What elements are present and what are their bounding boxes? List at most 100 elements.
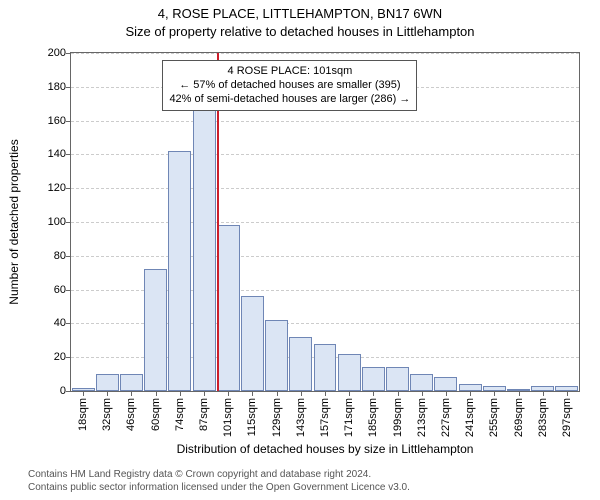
y-tick-mark <box>66 357 70 358</box>
y-tick-label: 120 <box>36 182 66 194</box>
gridline <box>71 53 579 54</box>
x-tick-mark <box>83 392 84 396</box>
histogram-bar <box>555 386 578 391</box>
histogram-bar <box>217 225 240 391</box>
gridline <box>71 323 579 324</box>
x-tick-label: 297sqm <box>561 398 573 437</box>
histogram-bar <box>507 389 530 391</box>
x-tick-label: 60sqm <box>150 398 162 431</box>
gridline <box>71 121 579 122</box>
gridline <box>71 256 579 257</box>
x-tick-mark <box>446 392 447 396</box>
y-tick-label: 140 <box>36 148 66 160</box>
y-tick-label: 40 <box>36 317 66 329</box>
histogram-bar <box>338 354 361 391</box>
x-tick-label: 143sqm <box>295 398 307 437</box>
x-axis-label: Distribution of detached houses by size … <box>70 442 580 456</box>
x-tick-label: 241sqm <box>464 398 476 437</box>
gridline <box>71 222 579 223</box>
histogram-bar <box>265 320 288 391</box>
annotation-line2: ← 57% of detached houses are smaller (39… <box>169 78 410 92</box>
y-tick-mark <box>66 53 70 54</box>
y-tick-mark <box>66 290 70 291</box>
x-tick-mark <box>252 392 253 396</box>
x-tick-mark <box>470 392 471 396</box>
annotation-box: 4 ROSE PLACE: 101sqm ← 57% of detached h… <box>162 60 417 111</box>
x-tick-label: 101sqm <box>222 398 234 437</box>
x-tick-label: 129sqm <box>271 398 283 437</box>
x-tick-label: 283sqm <box>537 398 549 437</box>
x-tick-label: 87sqm <box>198 398 210 431</box>
x-tick-mark <box>107 392 108 396</box>
gridline <box>71 357 579 358</box>
x-tick-mark <box>494 392 495 396</box>
histogram-bar <box>96 374 119 391</box>
histogram-bar <box>483 386 506 391</box>
y-tick-label: 60 <box>36 284 66 296</box>
x-tick-mark <box>373 392 374 396</box>
x-tick-label: 18sqm <box>77 398 89 431</box>
y-tick-mark <box>66 323 70 324</box>
histogram-bar <box>531 386 554 391</box>
histogram-bar <box>168 151 191 391</box>
footnote: Contains HM Land Registry data © Crown c… <box>28 469 410 494</box>
y-tick-label: 20 <box>36 351 66 363</box>
x-tick-label: 157sqm <box>319 398 331 437</box>
annotation-line1: 4 ROSE PLACE: 101sqm <box>169 64 410 78</box>
y-tick-mark <box>66 222 70 223</box>
histogram-bar <box>241 296 264 391</box>
x-tick-mark <box>131 392 132 396</box>
x-tick-mark <box>543 392 544 396</box>
x-tick-label: 115sqm <box>246 398 258 436</box>
page-title-line1: 4, ROSE PLACE, LITTLEHAMPTON, BN17 6WN <box>0 6 600 21</box>
y-tick-label: 200 <box>36 47 66 59</box>
x-tick-mark <box>156 392 157 396</box>
x-tick-mark <box>398 392 399 396</box>
footnote-line2: Contains public sector information licen… <box>28 482 410 495</box>
annotation-line3: 42% of semi-detached houses are larger (… <box>169 92 410 106</box>
x-tick-label: 227sqm <box>440 398 452 437</box>
page-title-line2: Size of property relative to detached ho… <box>0 24 600 39</box>
y-tick-label: 100 <box>36 216 66 228</box>
x-tick-mark <box>301 392 302 396</box>
x-tick-label: 46sqm <box>125 398 137 431</box>
y-tick-mark <box>66 87 70 88</box>
x-tick-label: 74sqm <box>174 398 186 431</box>
chart-plot-area: 4 ROSE PLACE: 101sqm ← 57% of detached h… <box>70 52 580 392</box>
gridline <box>71 188 579 189</box>
x-tick-mark <box>204 392 205 396</box>
x-tick-label: 199sqm <box>392 398 404 437</box>
y-tick-label: 0 <box>36 385 66 397</box>
x-tick-label: 32sqm <box>101 398 113 431</box>
histogram-bar <box>193 107 216 391</box>
histogram-bar <box>386 367 409 391</box>
y-tick-mark <box>66 121 70 122</box>
x-tick-mark <box>567 392 568 396</box>
histogram-bar <box>434 377 457 391</box>
y-tick-label: 180 <box>36 81 66 93</box>
x-tick-mark <box>519 392 520 396</box>
y-tick-mark <box>66 188 70 189</box>
histogram-bar <box>289 337 312 391</box>
y-axis-label: Number of detached properties <box>7 139 21 304</box>
x-tick-mark <box>180 392 181 396</box>
histogram-bar <box>120 374 143 391</box>
x-tick-label: 213sqm <box>416 398 428 437</box>
x-tick-label: 185sqm <box>367 398 379 437</box>
y-tick-label: 160 <box>36 115 66 127</box>
histogram-bar <box>362 367 385 391</box>
y-tick-mark <box>66 154 70 155</box>
x-tick-mark <box>228 392 229 396</box>
x-tick-mark <box>325 392 326 396</box>
x-tick-label: 269sqm <box>513 398 525 437</box>
histogram-bar <box>459 384 482 391</box>
y-tick-mark <box>66 256 70 257</box>
footnote-line1: Contains HM Land Registry data © Crown c… <box>28 469 410 482</box>
x-tick-mark <box>422 392 423 396</box>
histogram-bar <box>314 344 337 391</box>
histogram-bar <box>144 269 167 391</box>
histogram-bar <box>410 374 433 391</box>
x-tick-label: 171sqm <box>343 398 355 437</box>
y-tick-label: 80 <box>36 250 66 262</box>
gridline <box>71 290 579 291</box>
